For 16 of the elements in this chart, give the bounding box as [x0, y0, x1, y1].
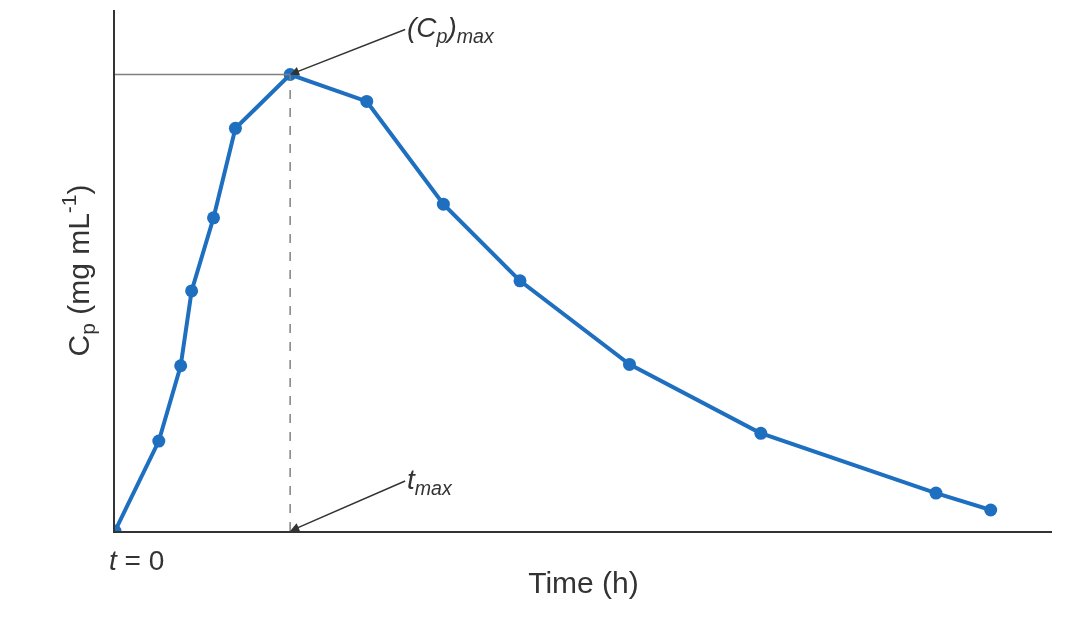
- point: [185, 284, 199, 298]
- point: [436, 197, 450, 211]
- point: [984, 503, 998, 517]
- point: [152, 434, 166, 448]
- x-axis-title: Time (h): [528, 566, 639, 599]
- point: [174, 359, 188, 373]
- point: [207, 211, 221, 225]
- point: [754, 426, 768, 440]
- text: t = 0: [109, 545, 165, 576]
- point: [929, 486, 943, 500]
- point: [228, 121, 242, 135]
- text: (C$_{p}$)$_{max}$: [407, 12, 495, 47]
- annotation: t$_{max}$: [407, 464, 453, 499]
- point: [360, 94, 374, 108]
- point: [622, 357, 636, 371]
- point: [513, 274, 527, 288]
